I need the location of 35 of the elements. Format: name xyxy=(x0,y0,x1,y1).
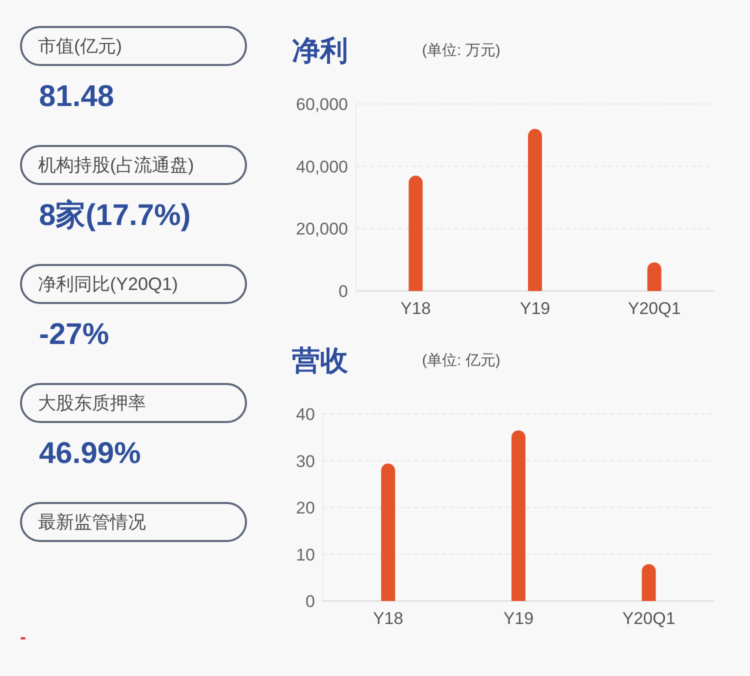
bar xyxy=(381,464,396,601)
category-label: 最新监管情况 xyxy=(38,512,146,532)
x-tick-label: Y20Q1 xyxy=(628,298,681,318)
category-label: 大股东质押率 xyxy=(38,393,146,413)
chart-subtitle: (单位: 万元) xyxy=(422,42,500,58)
x-tick-label: Y18 xyxy=(400,298,431,318)
text: 8家(17.7%) xyxy=(39,198,191,232)
chart-title: 净利 xyxy=(292,34,348,66)
y-tick-label: 20,000 xyxy=(296,219,348,238)
x-tick-label: Y20Q1 xyxy=(622,608,676,628)
bar xyxy=(528,128,542,291)
category-label: 机构持股(占流通盘) xyxy=(38,155,194,175)
y-tick-label: 20 xyxy=(296,498,315,517)
x-tick-label: Y19 xyxy=(520,298,550,318)
chart-subtitle: (单位: 亿元) xyxy=(422,352,500,368)
text: 46.99% xyxy=(39,436,141,470)
y-tick-label: 60,000 xyxy=(296,94,348,114)
x-tick-label: Y18 xyxy=(372,608,404,628)
y-tick-label: 40 xyxy=(296,404,315,424)
category-label: 净利同比(Y20Q1) xyxy=(38,274,178,294)
y-tick-label: 40,000 xyxy=(296,156,348,176)
bar xyxy=(511,430,526,601)
text: -27% xyxy=(39,318,110,350)
bar xyxy=(647,262,662,291)
y-tick-label: 30 xyxy=(296,451,315,470)
y-tick-label: 0 xyxy=(338,282,348,300)
chart-title: 营收 xyxy=(291,344,349,376)
category-label: 市值(亿元) xyxy=(38,36,122,56)
y-tick-label: 0 xyxy=(305,592,315,610)
bar xyxy=(408,176,423,291)
text: - xyxy=(20,627,26,647)
y-tick-label: 10 xyxy=(296,544,315,564)
x-tick-label: Y19 xyxy=(503,608,534,628)
bar xyxy=(642,564,656,601)
text: 81.48 xyxy=(39,80,114,112)
